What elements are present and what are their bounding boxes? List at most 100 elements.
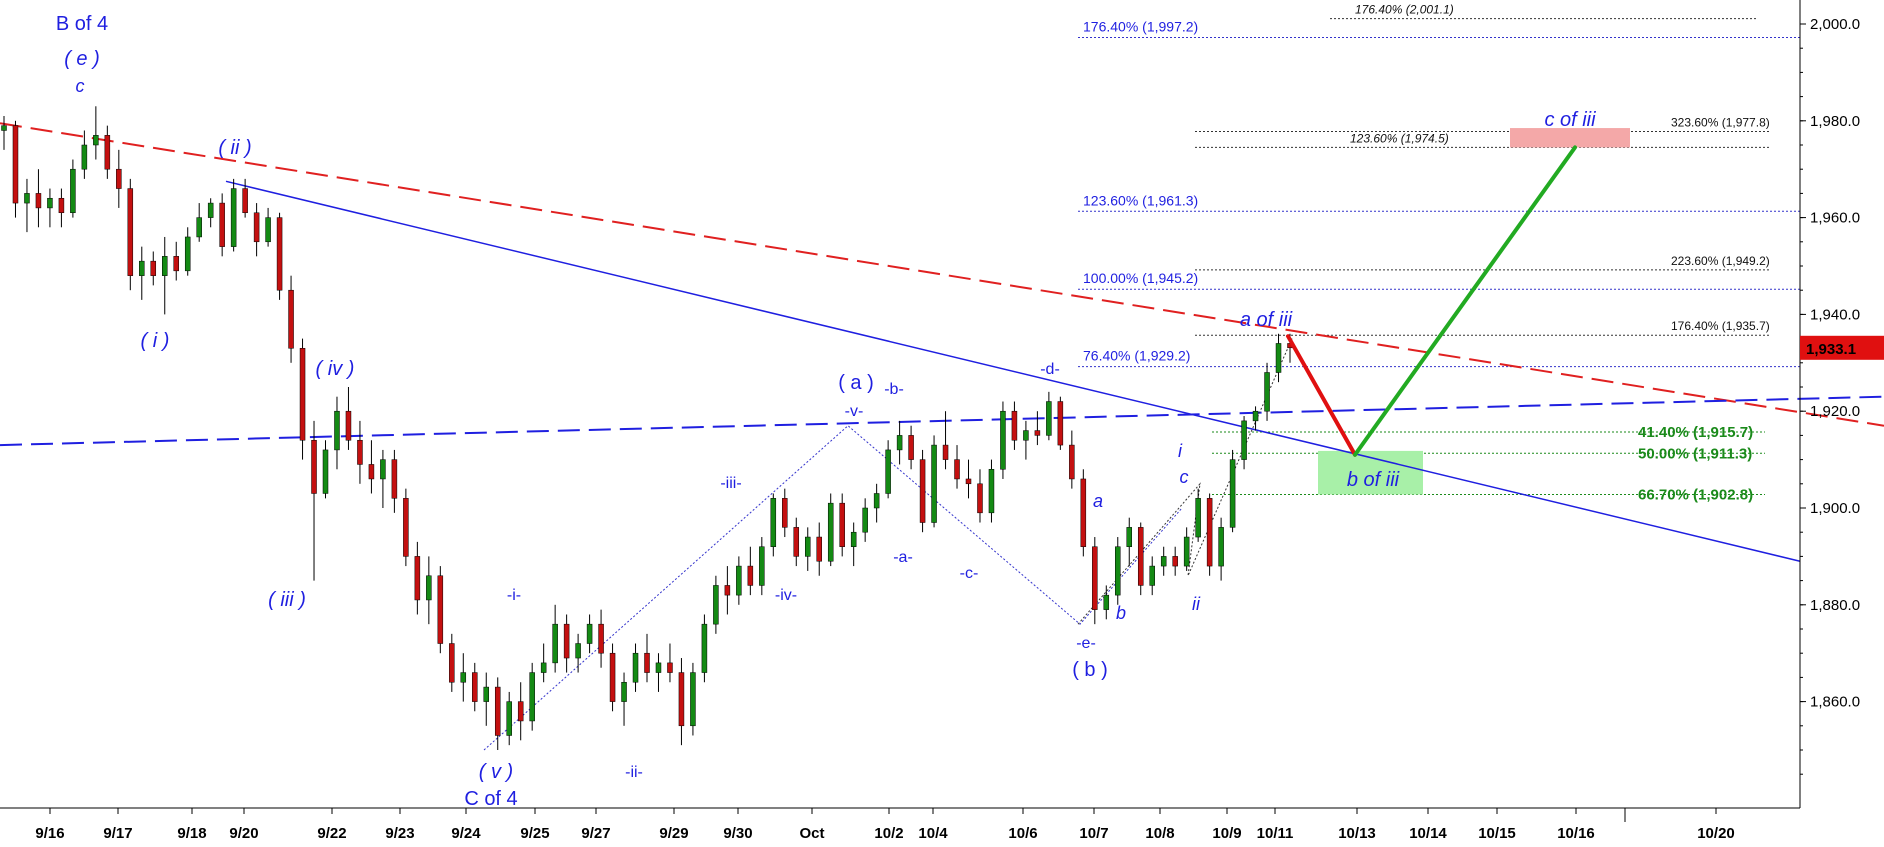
candle-body bbox=[908, 435, 914, 460]
candle-body bbox=[690, 672, 696, 727]
candle-body bbox=[494, 686, 501, 736]
candle-body bbox=[782, 498, 788, 528]
time-tick-label: 9/17 bbox=[103, 825, 132, 842]
candle-body bbox=[1023, 430, 1029, 441]
candle-body bbox=[1241, 420, 1247, 460]
wave-label: -iii- bbox=[720, 475, 741, 492]
wave-label: -a- bbox=[893, 549, 913, 566]
candle-body bbox=[1057, 401, 1064, 446]
trend-lines bbox=[0, 122, 1884, 751]
candle-body bbox=[586, 623, 593, 644]
price-tick-label: 2,000.0 bbox=[1810, 16, 1860, 33]
candle-body bbox=[1069, 444, 1075, 480]
candle-body bbox=[150, 260, 157, 276]
wave-label: -iv- bbox=[775, 587, 797, 604]
time-tick-label: 10/8 bbox=[1145, 825, 1174, 842]
candle-body bbox=[988, 469, 995, 514]
wave-label: ( v ) bbox=[479, 761, 513, 783]
candle-body bbox=[655, 662, 662, 673]
candle-body bbox=[184, 236, 191, 272]
candle-body bbox=[1034, 430, 1041, 436]
fib-level-blue-label: 123.60% (1,961.3) bbox=[1083, 192, 1198, 208]
candle-body bbox=[242, 188, 248, 214]
candle-body bbox=[449, 643, 455, 683]
time-tick-label: 10/7 bbox=[1079, 825, 1108, 842]
candle-body bbox=[816, 536, 822, 562]
fib-level-blue-label: 100.00% (1,945.2) bbox=[1083, 270, 1198, 286]
candle-body bbox=[563, 623, 570, 659]
candle-body bbox=[47, 197, 53, 209]
candle-body bbox=[839, 502, 845, 547]
candlestick-series bbox=[1, 106, 1293, 750]
candle-body bbox=[965, 478, 972, 485]
time-tick-label: 9/16 bbox=[35, 825, 64, 842]
candle-body bbox=[219, 202, 225, 247]
time-tick-label: 9/30 bbox=[723, 825, 752, 842]
candle-body bbox=[1000, 410, 1006, 470]
wave-channel-dotted bbox=[483, 425, 1183, 751]
candle-body bbox=[713, 585, 719, 625]
time-tick-label: 10/14 bbox=[1409, 825, 1447, 842]
candle-body bbox=[24, 193, 30, 204]
candle-body bbox=[977, 483, 983, 514]
candle-body bbox=[139, 260, 145, 276]
candle-body bbox=[747, 565, 754, 586]
candle-body bbox=[724, 585, 731, 596]
candle-body bbox=[896, 435, 903, 451]
candle-body bbox=[1229, 459, 1236, 528]
candle-body bbox=[1126, 527, 1132, 547]
candle-body bbox=[1011, 410, 1018, 441]
price-tick-label: 1,860.0 bbox=[1810, 694, 1860, 711]
candle-body bbox=[862, 507, 868, 533]
wave-label: ii bbox=[1192, 594, 1201, 614]
candle-body bbox=[460, 672, 467, 683]
wave-label: ( i ) bbox=[141, 330, 170, 352]
time-tick-label: 9/20 bbox=[229, 825, 258, 842]
red-dashed-trendline bbox=[0, 122, 1884, 427]
candle-body bbox=[1115, 546, 1121, 596]
candle-body bbox=[506, 701, 512, 736]
blue-solid-trendline bbox=[225, 180, 1801, 562]
candle-body bbox=[426, 575, 432, 601]
time-tick-label: 9/25 bbox=[520, 825, 549, 842]
candle-body bbox=[793, 527, 800, 557]
wave-label: -e- bbox=[1076, 635, 1096, 652]
candle-body bbox=[414, 556, 421, 601]
candle-body bbox=[368, 464, 375, 480]
wave-label: ( ii ) bbox=[218, 137, 251, 159]
time-tick-label: 9/27 bbox=[581, 825, 610, 842]
time-tick-label: 9/18 bbox=[177, 825, 206, 842]
candle-body bbox=[770, 498, 777, 547]
candle-body bbox=[1149, 565, 1155, 586]
candle-body bbox=[931, 444, 937, 523]
candle-body bbox=[196, 217, 202, 238]
candle-body bbox=[598, 623, 604, 654]
candle-body bbox=[678, 672, 685, 727]
candle-body bbox=[81, 144, 88, 170]
candle-body bbox=[1195, 498, 1201, 538]
time-tick-label: Oct bbox=[799, 825, 824, 842]
wave-label: C of 4 bbox=[464, 788, 517, 810]
candle-body bbox=[701, 623, 708, 673]
fib-level-green-label: 50.00% (1,911.3) bbox=[1638, 445, 1752, 462]
price-tick-label: 1,940.0 bbox=[1810, 306, 1860, 323]
candle-body bbox=[276, 217, 283, 291]
fib-level-blue-label: 176.40% (1,997.2) bbox=[1083, 19, 1198, 35]
wave-label: b bbox=[1116, 603, 1126, 623]
candle-body bbox=[1046, 401, 1052, 436]
blue-dashed-trendline bbox=[0, 395, 1884, 447]
wave-label: ( b ) bbox=[1072, 659, 1108, 681]
candle-body bbox=[632, 652, 639, 683]
candle-body bbox=[311, 439, 317, 494]
candle-body bbox=[736, 565, 742, 596]
candle-body bbox=[1172, 556, 1178, 567]
candle-body bbox=[517, 701, 524, 722]
candle-body bbox=[1218, 527, 1224, 567]
candle-body bbox=[288, 289, 294, 349]
wave-label: a bbox=[1093, 491, 1103, 511]
candle-body bbox=[1183, 536, 1190, 567]
last-price-tag bbox=[1800, 335, 1884, 360]
candle-body bbox=[483, 686, 489, 702]
candle-body bbox=[380, 459, 386, 480]
time-tick-label: 10/20 bbox=[1697, 825, 1735, 842]
